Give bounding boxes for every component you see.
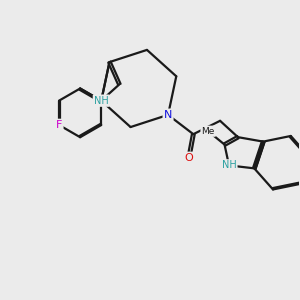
Text: NH: NH xyxy=(222,160,236,170)
Text: N: N xyxy=(164,110,172,120)
Text: O: O xyxy=(184,153,193,163)
Text: F: F xyxy=(56,120,62,130)
Text: NH: NH xyxy=(94,96,109,106)
Text: Me: Me xyxy=(202,127,215,136)
